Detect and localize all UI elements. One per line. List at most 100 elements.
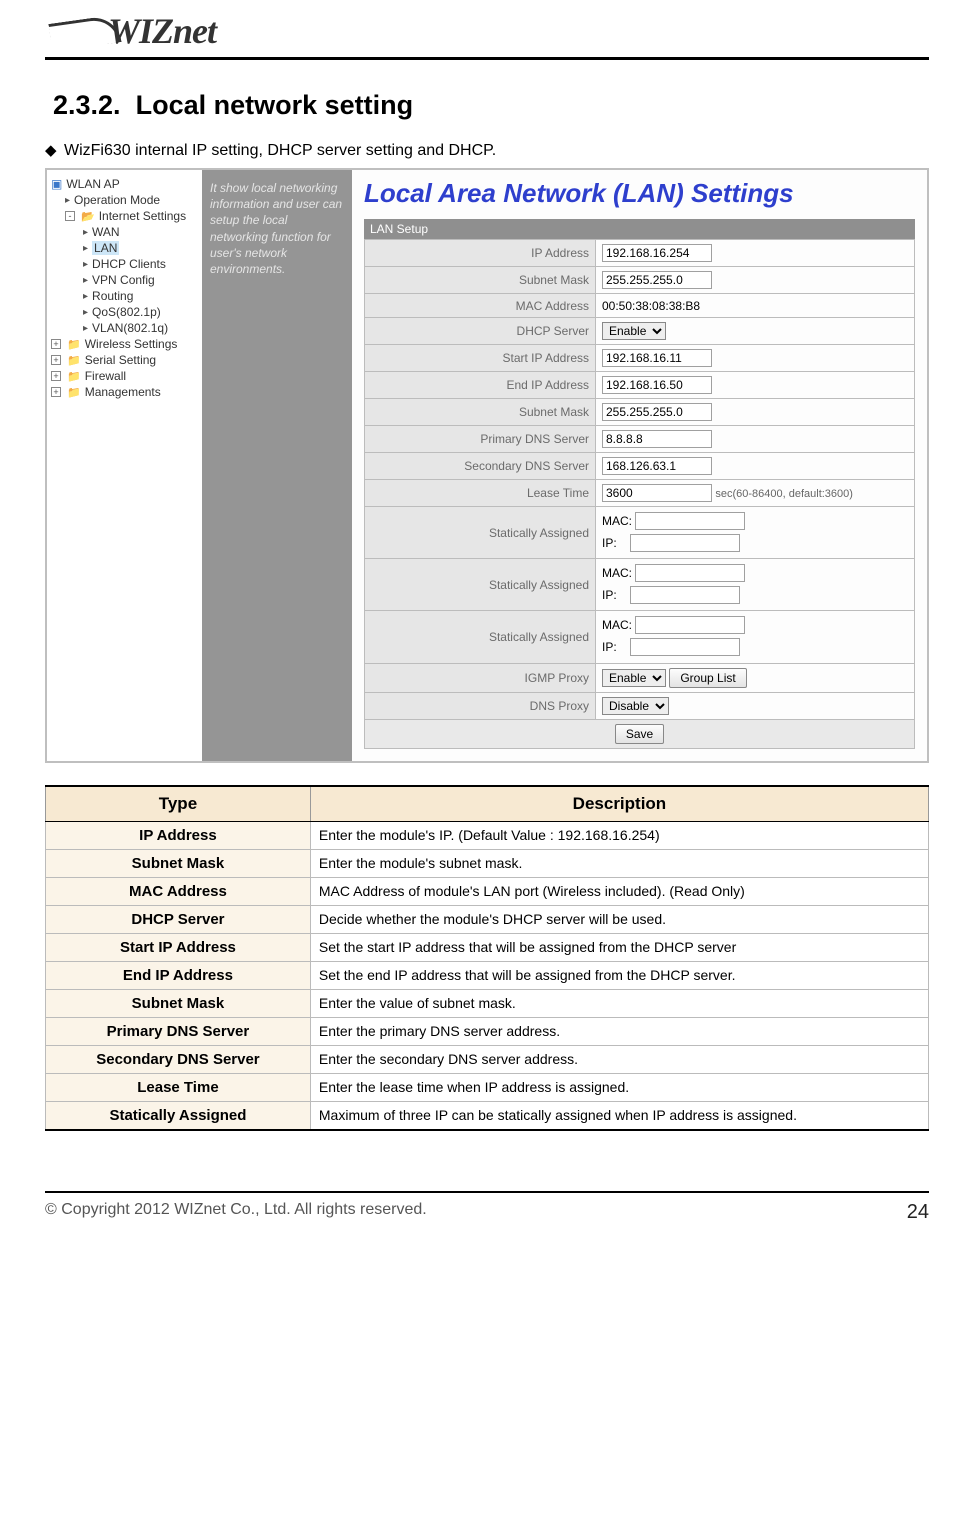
- dhcp-server-select[interactable]: Enable: [602, 322, 666, 340]
- arrow-icon: ▸: [83, 291, 88, 302]
- desc-type-cell: IP Address: [46, 821, 311, 849]
- top-divider: [45, 57, 929, 60]
- desc-description-cell: Enter the primary DNS server address.: [310, 1017, 928, 1045]
- plus-icon: +: [51, 355, 61, 365]
- panel-title: Local Area Network (LAN) Settings: [364, 178, 915, 209]
- desc-type-cell: Start IP Address: [46, 933, 311, 961]
- desc-description-cell: Enter the module's subnet mask.: [310, 849, 928, 877]
- minus-icon: -: [65, 211, 75, 221]
- static2-mac-input[interactable]: [635, 564, 745, 582]
- static3-mac-input[interactable]: [635, 616, 745, 634]
- desc-description-cell: Enter the secondary DNS server address.: [310, 1045, 928, 1073]
- diamond-bullet-icon: ◆: [45, 142, 57, 159]
- section-number: 2.3.2.: [53, 90, 121, 120]
- tree-serial[interactable]: +📁Serial Setting: [51, 352, 198, 368]
- sidebar-description: It show local networking information and…: [202, 170, 352, 761]
- tree-managements[interactable]: +📁Managements: [51, 384, 198, 400]
- desc-description-cell: Enter the value of subnet mask.: [310, 989, 928, 1017]
- end-ip-label: End IP Address: [365, 372, 596, 399]
- desc-description-cell: Enter the module's IP. (Default Value : …: [310, 821, 928, 849]
- plus-icon: +: [51, 339, 61, 349]
- arrow-icon: ▸: [83, 259, 88, 270]
- group-list-button[interactable]: Group List: [669, 668, 746, 688]
- static1-label: Statically Assigned: [365, 507, 596, 559]
- static1-ip-input[interactable]: [630, 534, 740, 552]
- desc-description-cell: Set the end IP address that will be assi…: [310, 961, 928, 989]
- tree-root[interactable]: ▣WLAN AP: [51, 176, 198, 192]
- desc-description-cell: MAC Address of module's LAN port (Wirele…: [310, 877, 928, 905]
- static3-ip-input[interactable]: [630, 638, 740, 656]
- desc-type-cell: MAC Address: [46, 877, 311, 905]
- desc-header-description: Description: [310, 786, 928, 822]
- start-ip-label: Start IP Address: [365, 345, 596, 372]
- intro-content: WizFi630 internal IP setting, DHCP serve…: [64, 142, 496, 159]
- tree-qos[interactable]: ▸QoS(802.1p): [51, 304, 198, 320]
- tree-wireless[interactable]: +📁Wireless Settings: [51, 336, 198, 352]
- plus-icon: +: [51, 387, 61, 397]
- folder-icon: 📂: [81, 210, 95, 223]
- subnet-mask2-label: Subnet Mask: [365, 399, 596, 426]
- desc-description-cell: Maximum of three IP can be statically as…: [310, 1101, 928, 1130]
- lease-time-input[interactable]: [602, 484, 712, 502]
- static1-mac-input[interactable]: [635, 512, 745, 530]
- tree-routing[interactable]: ▸Routing: [51, 288, 198, 304]
- lan-settings-screenshot: ▣WLAN AP ▸Operation Mode -📂Internet Sett…: [45, 168, 929, 763]
- main-panel: Local Area Network (LAN) Settings LAN Se…: [352, 170, 927, 761]
- arrow-icon: ▸: [83, 307, 88, 318]
- secondary-dns-input[interactable]: [602, 457, 712, 475]
- tree-dhcp-clients[interactable]: ▸DHCP Clients: [51, 256, 198, 272]
- desc-description-cell: Set the start IP address that will be as…: [310, 933, 928, 961]
- subnet-mask-input[interactable]: [602, 271, 712, 289]
- intro-text: ◆ WizFi630 internal IP setting, DHCP ser…: [45, 141, 929, 160]
- primary-dns-input[interactable]: [602, 430, 712, 448]
- desc-type-cell: Lease Time: [46, 1073, 311, 1101]
- tree-firewall[interactable]: +📁Firewall: [51, 368, 198, 384]
- section-heading: 2.3.2. Local network setting: [45, 90, 929, 121]
- tree-wan[interactable]: ▸WAN: [51, 224, 198, 240]
- static2-label: Statically Assigned: [365, 559, 596, 611]
- tree-operation-mode[interactable]: ▸Operation Mode: [51, 192, 198, 208]
- mac-address-value: 00:50:38:08:38:B8: [596, 294, 915, 318]
- tree-lan[interactable]: ▸LAN: [51, 240, 198, 256]
- arrow-icon: ▸: [83, 227, 88, 238]
- logo-text: WIZnet: [108, 11, 216, 51]
- dhcp-server-label: DHCP Server: [365, 318, 596, 345]
- copyright-text: © Copyright 2012 WIZnet Co., Ltd. All ri…: [45, 1201, 427, 1224]
- igmp-proxy-select[interactable]: Enable: [602, 669, 666, 687]
- wlan-icon: ▣: [51, 177, 62, 191]
- arrow-icon: ▸: [65, 195, 70, 206]
- desc-type-cell: DHCP Server: [46, 905, 311, 933]
- page-footer: © Copyright 2012 WIZnet Co., Ltd. All ri…: [45, 1201, 929, 1224]
- primary-dns-label: Primary DNS Server: [365, 426, 596, 453]
- end-ip-input[interactable]: [602, 376, 712, 394]
- plus-icon: +: [51, 371, 61, 381]
- desc-header-type: Type: [46, 786, 311, 822]
- dns-proxy-label: DNS Proxy: [365, 692, 596, 719]
- folder-icon: 📁: [67, 370, 81, 383]
- lease-time-hint: sec(60-86400, default:3600): [715, 488, 853, 500]
- save-button[interactable]: Save: [615, 724, 664, 744]
- desc-type-cell: Subnet Mask: [46, 989, 311, 1017]
- arrow-icon: ▸: [83, 275, 88, 286]
- tree-vlan[interactable]: ▸VLAN(802.1q): [51, 320, 198, 336]
- ip-address-input[interactable]: [602, 244, 712, 262]
- desc-type-cell: End IP Address: [46, 961, 311, 989]
- igmp-proxy-label: IGMP Proxy: [365, 663, 596, 692]
- bottom-divider: [45, 1191, 929, 1193]
- desc-type-cell: Primary DNS Server: [46, 1017, 311, 1045]
- folder-icon: 📁: [67, 338, 81, 351]
- subnet-mask2-input[interactable]: [602, 403, 712, 421]
- folder-icon: 📁: [67, 354, 81, 367]
- tree-vpn-config[interactable]: ▸VPN Config: [51, 272, 198, 288]
- arrow-icon: ▸: [83, 243, 88, 254]
- description-table: Type Description IP AddressEnter the mod…: [45, 785, 929, 1131]
- start-ip-input[interactable]: [602, 349, 712, 367]
- secondary-dns-label: Secondary DNS Server: [365, 453, 596, 480]
- lan-setup-header: LAN Setup: [364, 219, 915, 239]
- dns-proxy-select[interactable]: Disable: [602, 697, 669, 715]
- static2-ip-input[interactable]: [630, 586, 740, 604]
- tree-internet-settings[interactable]: -📂Internet Settings: [51, 208, 198, 224]
- nav-tree: ▣WLAN AP ▸Operation Mode -📂Internet Sett…: [47, 170, 202, 761]
- ip-address-label: IP Address: [365, 240, 596, 267]
- section-title-text: Local network setting: [136, 90, 414, 120]
